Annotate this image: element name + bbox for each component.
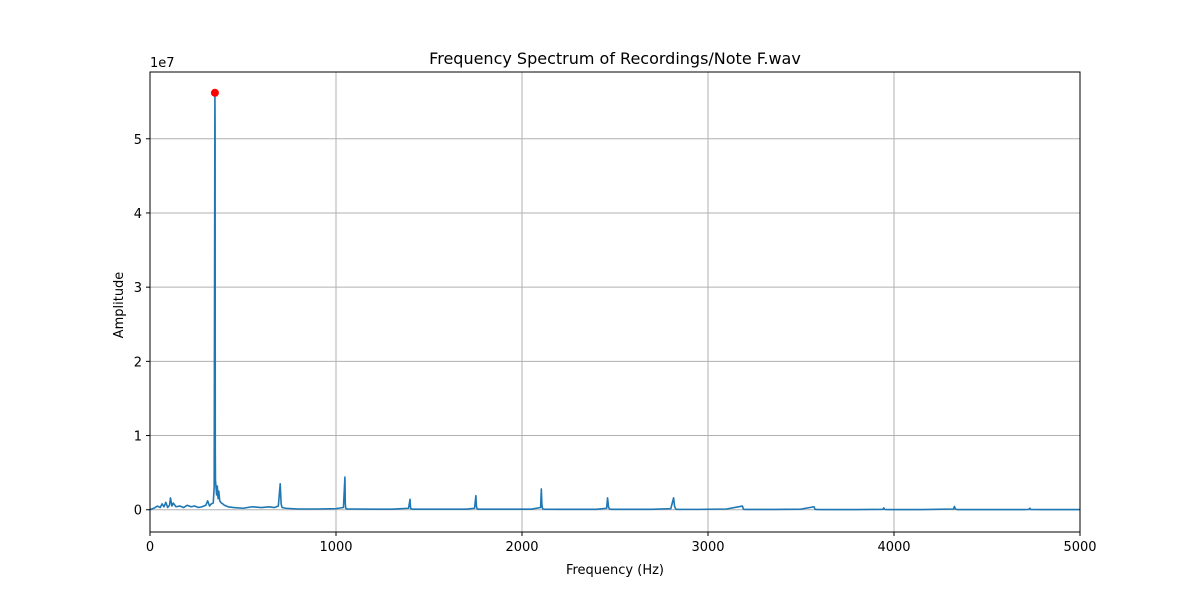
y-tick-label: 3 xyxy=(134,281,142,296)
plot-area xyxy=(149,88,1080,511)
chart-title: Frequency Spectrum of Recordings/Note F.… xyxy=(429,49,801,68)
plot-frame xyxy=(149,71,1081,533)
peak-marker xyxy=(210,88,219,97)
y-axis-label: Amplitude xyxy=(112,272,127,339)
y-tick-label: 2 xyxy=(134,355,142,370)
axes: 0 1000 2000 3000 4000 5000 0 1 2 3 4 5 xyxy=(134,71,1097,555)
x-tick-label: 4000 xyxy=(877,540,910,555)
y-tick-label: 4 xyxy=(134,207,142,222)
y-tick-label: 5 xyxy=(134,133,142,148)
x-tick-label: 2000 xyxy=(505,540,538,555)
spectrum-line xyxy=(149,93,1080,511)
y-tick-label: 0 xyxy=(134,504,142,519)
x-tick-label: 5000 xyxy=(1063,540,1096,555)
x-axis-label: Frequency (Hz) xyxy=(566,563,664,578)
x-tick-label: 0 xyxy=(146,540,154,555)
x-tick-label: 3000 xyxy=(691,540,724,555)
y-offset-label: 1e7 xyxy=(150,56,175,71)
y-tick-label: 1 xyxy=(134,430,142,445)
x-tick-label: 1000 xyxy=(319,540,352,555)
